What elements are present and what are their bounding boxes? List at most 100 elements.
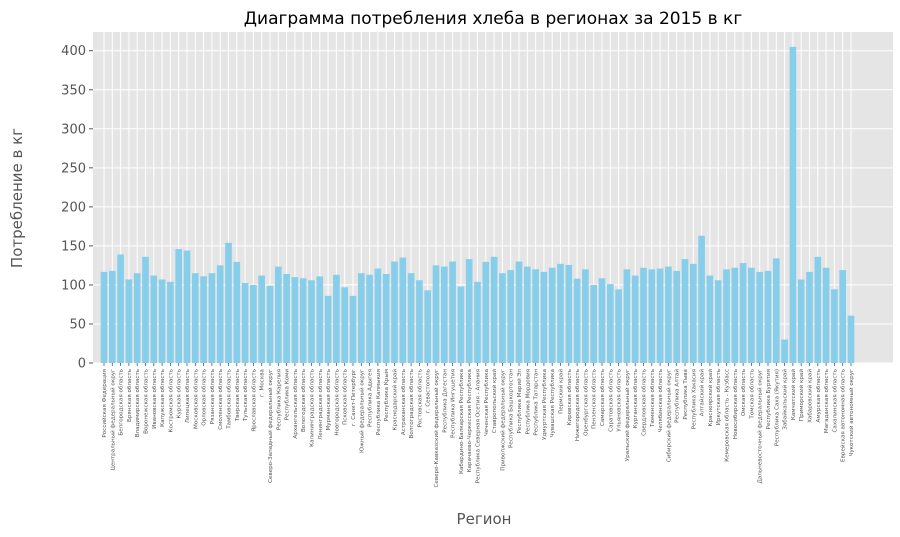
x-tick-label: Псковская область	[343, 369, 349, 425]
bar	[822, 267, 830, 363]
x-tick-label: Ульяновская область	[617, 369, 623, 432]
y-tick-label: 0	[78, 357, 86, 372]
x-tick-label: Республика Татарстан	[534, 369, 540, 436]
y-tick-label: 50	[69, 317, 86, 332]
x-tick-label: Мурманская область	[326, 369, 332, 431]
x-tick-label: г. Москва	[260, 369, 266, 397]
bar	[175, 249, 183, 363]
x-tick-label: Южный федеральный округ	[358, 369, 365, 453]
bar	[723, 269, 730, 363]
bar	[117, 254, 124, 363]
x-tick-label: Смоленская область	[218, 369, 224, 430]
x-tick-label: Уральский федеральный округ	[624, 369, 631, 461]
x-tick-label: Красноярский край	[707, 369, 714, 427]
bar	[482, 261, 490, 363]
x-tick-label: Приволжский федеральный округ	[499, 369, 506, 471]
x-tick-label: Воронежская область	[144, 369, 150, 434]
bar	[167, 281, 174, 363]
bar	[366, 274, 373, 363]
bar	[250, 284, 257, 363]
bar	[108, 270, 116, 363]
bar	[714, 280, 722, 363]
bar	[465, 259, 473, 363]
bar	[640, 267, 647, 363]
bar	[772, 258, 780, 363]
x-tick-label: Республика Калмыкия	[376, 369, 382, 435]
x-tick-label: Калининградская область	[310, 369, 316, 447]
x-tick-label: Республика Северная Осетия - Алания	[476, 369, 482, 483]
x-tick-label: Удмуртская Республика	[542, 369, 548, 440]
bar	[424, 290, 432, 363]
x-tick-label: Нижегородская область	[575, 369, 581, 441]
x-tick-label: Свердловская область	[642, 369, 648, 436]
x-tick-label: Пермский край	[558, 369, 565, 414]
x-tick-label: Республика Дагестан	[442, 369, 448, 433]
bar	[432, 265, 440, 363]
x-tick-label: Республика Саха (Якутия)	[774, 369, 780, 446]
bars	[100, 46, 855, 363]
bar	[299, 278, 307, 363]
x-tick-label: Тверская область	[235, 369, 241, 422]
bar	[748, 267, 755, 363]
bar	[532, 269, 539, 363]
x-tick-label: Челябинская область	[658, 369, 664, 433]
bar	[391, 261, 398, 363]
bar	[457, 286, 465, 363]
x-tick-label: Ярославская область	[251, 369, 257, 432]
x-tick-label: Приморский край	[798, 369, 805, 421]
x-tick-label: Магаданская область	[824, 369, 830, 433]
bar	[698, 235, 705, 363]
y-tick-label: 150	[61, 239, 86, 254]
x-tick-label: Саратовская область	[608, 369, 614, 432]
bar	[615, 289, 622, 363]
x-tick-label: Хабаровский край	[807, 369, 814, 423]
x-tick-label: Курганская область	[633, 369, 639, 428]
y-axis-label: Потребление в кг	[8, 128, 26, 268]
bar	[274, 266, 282, 363]
x-tick-label: Архангельская область	[293, 369, 299, 439]
bar	[374, 268, 382, 363]
x-tick-label: Тюменская область	[650, 369, 656, 428]
bar	[191, 273, 199, 363]
bar	[557, 263, 564, 363]
x-tick-label: Томская область	[749, 369, 755, 420]
bar	[407, 273, 415, 363]
x-tick-label: Кировская область	[567, 369, 573, 425]
bar	[781, 339, 788, 363]
y-tick-label: 400	[61, 44, 86, 59]
x-tick-label: Белгородская область	[119, 369, 125, 436]
bar	[283, 274, 290, 363]
bar	[399, 257, 407, 363]
bar	[598, 278, 606, 363]
bar	[499, 273, 506, 363]
bar	[797, 279, 805, 363]
x-tick-label: Астраханская область	[401, 369, 407, 435]
bar	[440, 266, 448, 363]
bar	[764, 270, 772, 363]
x-tick-label: Забайкальский край	[782, 369, 789, 430]
y-tick-label: 350	[61, 83, 86, 98]
bar	[158, 279, 166, 363]
bar	[349, 295, 357, 363]
x-tick-label: Еврейская автономная область	[840, 369, 847, 462]
x-tick-label: Алтайский край	[699, 369, 706, 417]
x-tick-label: Пензенская область	[592, 369, 598, 429]
x-tick-label: Самарская область	[600, 369, 606, 426]
bar	[507, 270, 515, 363]
bar	[565, 264, 573, 363]
bar	[200, 276, 207, 363]
x-tick-label: Республика Коми	[285, 369, 291, 421]
x-tick-label: Республика Ингушетия	[451, 369, 457, 438]
x-tick-label: Республика Тыва	[683, 369, 689, 420]
bar	[357, 273, 365, 363]
x-tick-label: Ростовская область	[417, 369, 423, 427]
bar	[183, 250, 191, 363]
bar	[706, 275, 714, 363]
bar	[606, 284, 614, 363]
x-tick-label: Ленинградская область	[318, 369, 324, 440]
x-tick-label: Сахалинская область	[832, 369, 838, 432]
bar	[308, 280, 315, 363]
x-tick-label: Новгородская область	[334, 369, 340, 436]
bar	[125, 279, 133, 363]
x-tick-label: Владимирская область	[135, 369, 141, 437]
